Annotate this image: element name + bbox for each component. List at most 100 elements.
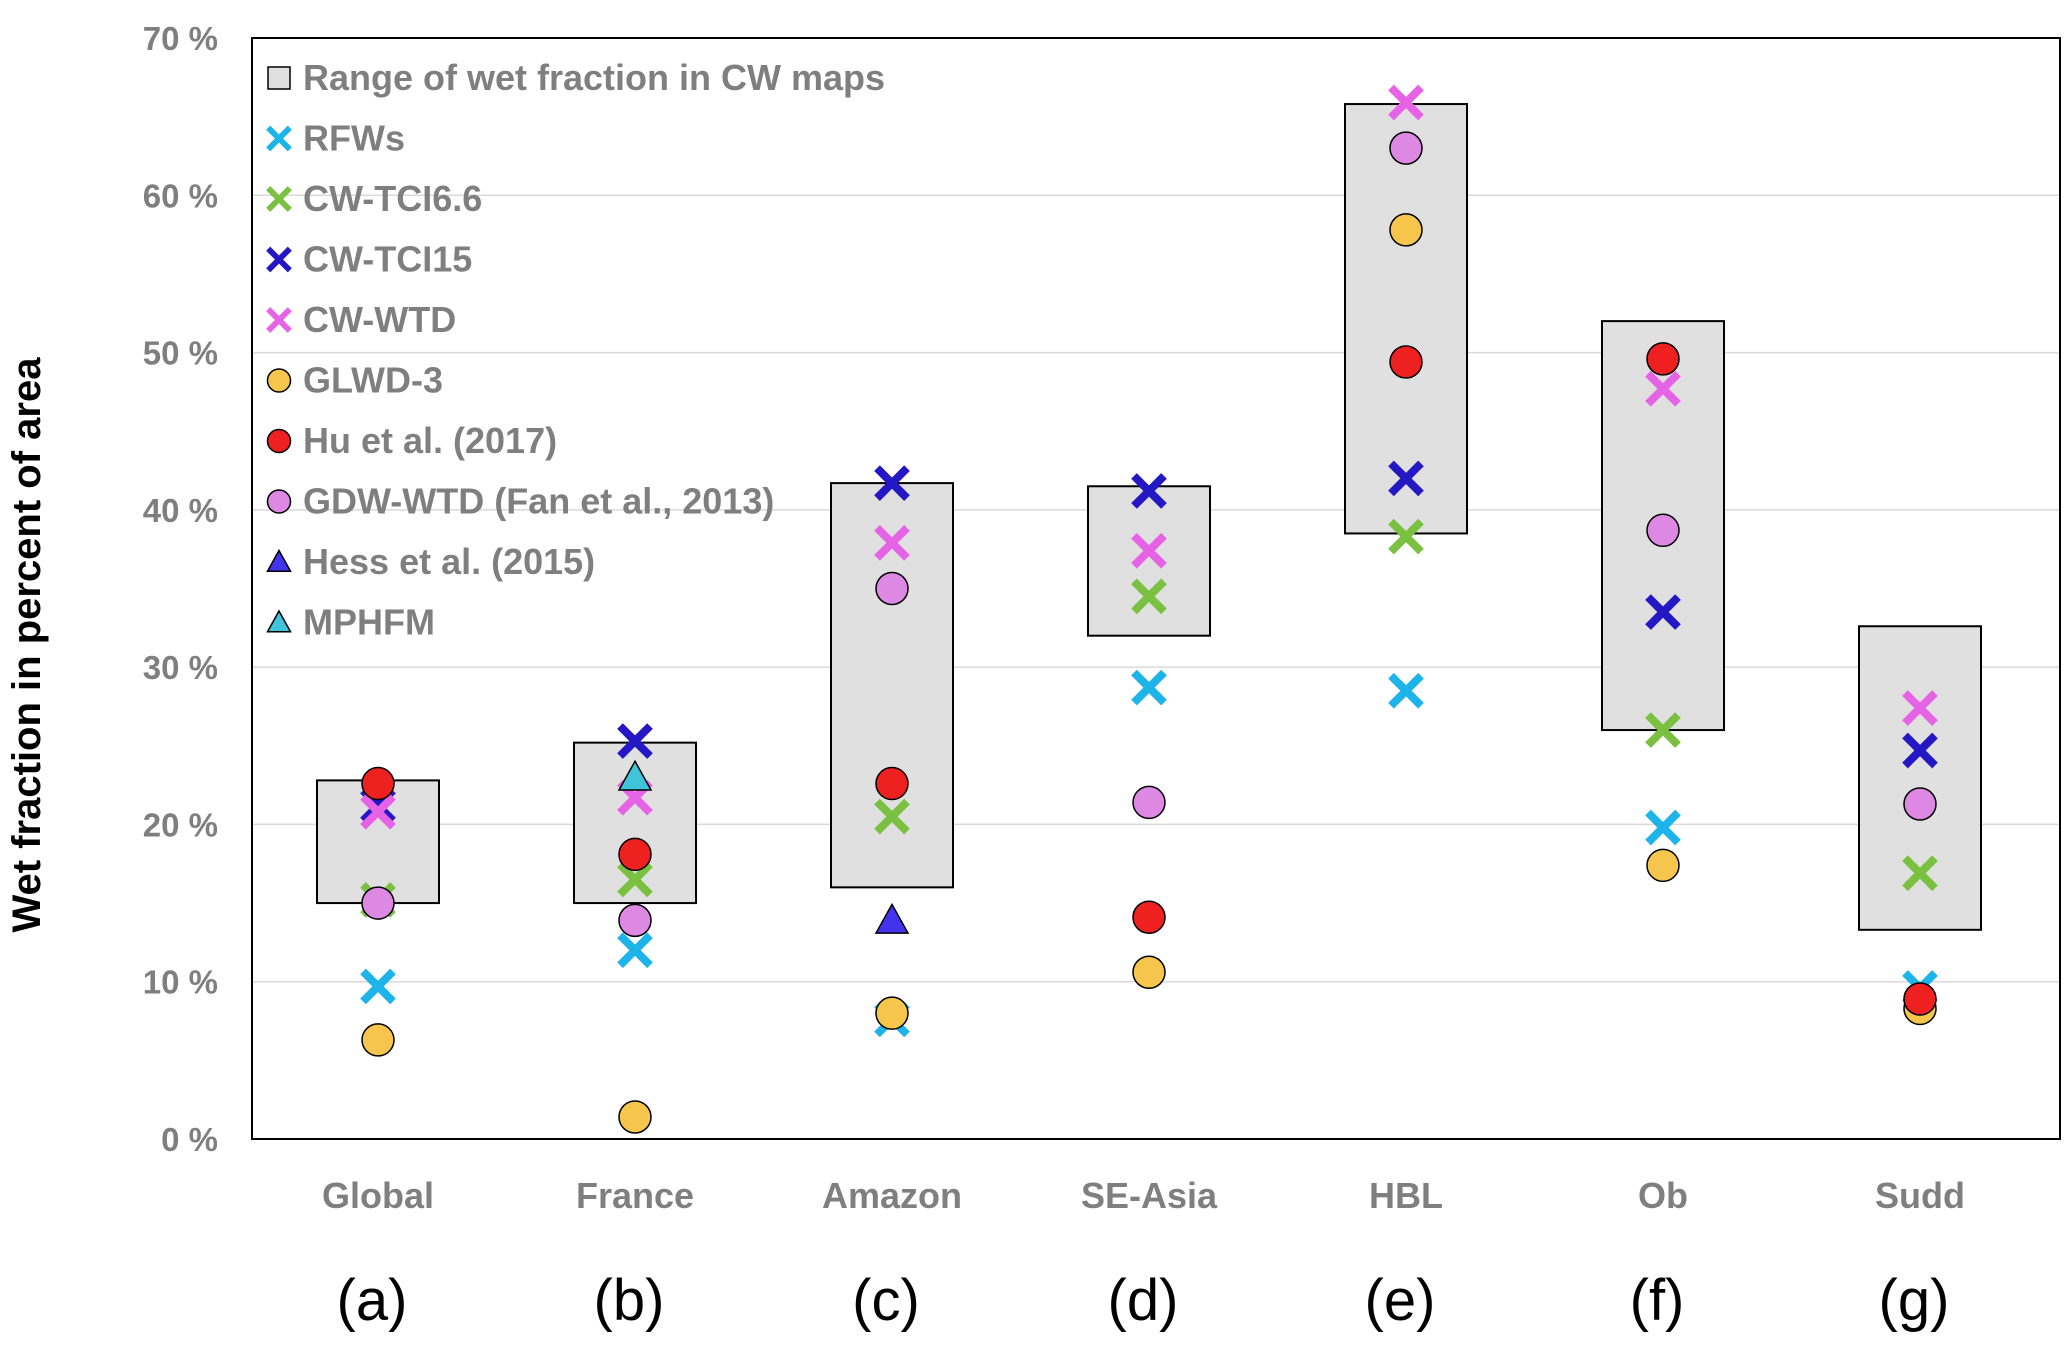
data-point-stroke-b bbox=[1388, 672, 1424, 709]
panel-label: (f) bbox=[1630, 1268, 1685, 1333]
data-point bbox=[618, 903, 652, 938]
legend-item: CW-TCI15 bbox=[266, 239, 472, 280]
legend-item: GDW-WTD (Fan et al., 2013) bbox=[266, 481, 774, 522]
data-point-stroke-b bbox=[617, 861, 653, 898]
data-point bbox=[1388, 672, 1424, 709]
x-tick-label: Ob bbox=[1638, 1175, 1688, 1216]
x-tick-label: HBL bbox=[1369, 1175, 1443, 1216]
legend-swatch-stroke-b bbox=[266, 307, 292, 333]
data-point bbox=[1645, 370, 1681, 407]
data-point bbox=[874, 465, 910, 501]
legend-label: CW-WTD bbox=[303, 299, 456, 340]
data-point bbox=[361, 886, 395, 920]
data-point bbox=[1646, 342, 1680, 376]
x-tick-label: Amazon bbox=[822, 1175, 962, 1216]
legend-swatch bbox=[266, 246, 292, 273]
legend: Range of wet fraction in CW maps RFWs CW-T… bbox=[266, 57, 885, 643]
x-tick-label: France bbox=[576, 1175, 694, 1216]
data-point bbox=[618, 837, 652, 872]
legend-label: RFWs bbox=[303, 118, 405, 159]
data-point-shape bbox=[1646, 848, 1680, 883]
legend-label: Hess et al. (2015) bbox=[303, 541, 595, 582]
panel-label: (d) bbox=[1108, 1268, 1179, 1333]
data-point-stroke-b bbox=[1645, 809, 1681, 846]
data-point-stroke-b bbox=[360, 968, 396, 1005]
y-tick-label: 0 % bbox=[161, 1121, 218, 1158]
legend-label: CW-TCI6.6 bbox=[303, 178, 482, 219]
legend-item: MPHFM bbox=[266, 602, 435, 643]
data-point bbox=[1389, 131, 1423, 165]
legend-swatch-stroke-b bbox=[266, 246, 292, 273]
legend-swatch bbox=[266, 186, 292, 212]
legend-swatch bbox=[266, 548, 292, 572]
data-point bbox=[874, 902, 910, 934]
legend-swatch bbox=[266, 368, 292, 393]
data-point bbox=[617, 759, 653, 791]
data-point-shape bbox=[618, 903, 652, 938]
panel-label: (g) bbox=[1879, 1268, 1950, 1333]
legend-label: MPHFM bbox=[303, 602, 435, 643]
legend-swatch-shape bbox=[266, 548, 292, 572]
legend-swatch-shape bbox=[266, 609, 292, 633]
data-point-shape bbox=[1646, 513, 1680, 548]
y-tick-label: 40 % bbox=[143, 492, 218, 529]
data-point bbox=[1131, 669, 1167, 706]
data-point-shape bbox=[361, 1023, 395, 1057]
panel-labels: (a) (b) (c) (d) (e) (f) (g) bbox=[337, 1268, 1950, 1333]
y-tick-label: 30 % bbox=[143, 649, 218, 686]
category-labels: Global France Amazon SE-Asia HBL Ob Sudd bbox=[322, 1175, 1965, 1216]
panel-label: (a) bbox=[337, 1268, 408, 1333]
data-point-shape bbox=[1389, 131, 1423, 165]
data-point bbox=[1388, 460, 1424, 497]
y-tick-label: 50 % bbox=[143, 335, 218, 372]
legend-swatch bbox=[266, 609, 292, 633]
data-point bbox=[1645, 594, 1681, 630]
data-point-shape bbox=[1132, 785, 1166, 820]
data-point-stroke-b bbox=[1131, 532, 1167, 569]
y-tick-label: 70 % bbox=[143, 20, 218, 57]
data-point bbox=[1132, 785, 1166, 820]
legend-swatch-stroke-b bbox=[266, 186, 292, 212]
y-tick-label: 10 % bbox=[143, 964, 218, 1001]
data-point-shape bbox=[875, 571, 909, 606]
data-point-stroke-b bbox=[1131, 578, 1167, 615]
data-point-shape bbox=[874, 902, 910, 934]
data-point-shape bbox=[361, 886, 395, 920]
range-box bbox=[1858, 625, 1982, 931]
data-point-stroke-b bbox=[1131, 669, 1167, 706]
legend-swatch-stroke-b bbox=[266, 125, 292, 152]
data-point bbox=[1388, 84, 1424, 121]
data-point bbox=[1903, 982, 1937, 1016]
legend-swatch bbox=[266, 489, 292, 514]
data-point bbox=[1902, 855, 1938, 892]
data-point-stroke-b bbox=[1131, 473, 1167, 509]
data-point-stroke-b bbox=[1645, 712, 1681, 748]
data-point bbox=[1388, 518, 1424, 555]
data-markers bbox=[360, 84, 1938, 1134]
legend-swatch bbox=[266, 428, 292, 454]
data-point bbox=[1131, 578, 1167, 615]
data-point-stroke-b bbox=[1388, 84, 1424, 121]
data-point-stroke-b bbox=[360, 794, 396, 830]
data-point bbox=[1132, 955, 1166, 990]
data-point bbox=[1389, 213, 1423, 247]
legend-label: CW-TCI15 bbox=[303, 239, 472, 280]
range-box bbox=[1087, 485, 1211, 637]
data-point bbox=[1131, 532, 1167, 569]
data-point-stroke-b bbox=[1902, 732, 1938, 769]
data-point-shape bbox=[361, 766, 395, 801]
data-point-stroke-b bbox=[874, 465, 910, 501]
legend-swatch-shape bbox=[266, 428, 292, 454]
legend-label: Range of wet fraction in CW maps bbox=[303, 57, 885, 98]
y-axis-label: Wet fraction in percent of area bbox=[5, 357, 49, 933]
range-box bbox=[1344, 103, 1468, 535]
data-point-shape bbox=[618, 837, 652, 872]
data-point-stroke-b bbox=[617, 932, 653, 969]
legend-swatch-shape bbox=[266, 368, 292, 393]
legend-item: RFWs bbox=[266, 118, 405, 159]
y-tick-label: 60 % bbox=[143, 177, 218, 214]
legend-swatch bbox=[266, 307, 292, 333]
data-point-stroke-b bbox=[1388, 518, 1424, 555]
data-point bbox=[875, 996, 909, 1030]
